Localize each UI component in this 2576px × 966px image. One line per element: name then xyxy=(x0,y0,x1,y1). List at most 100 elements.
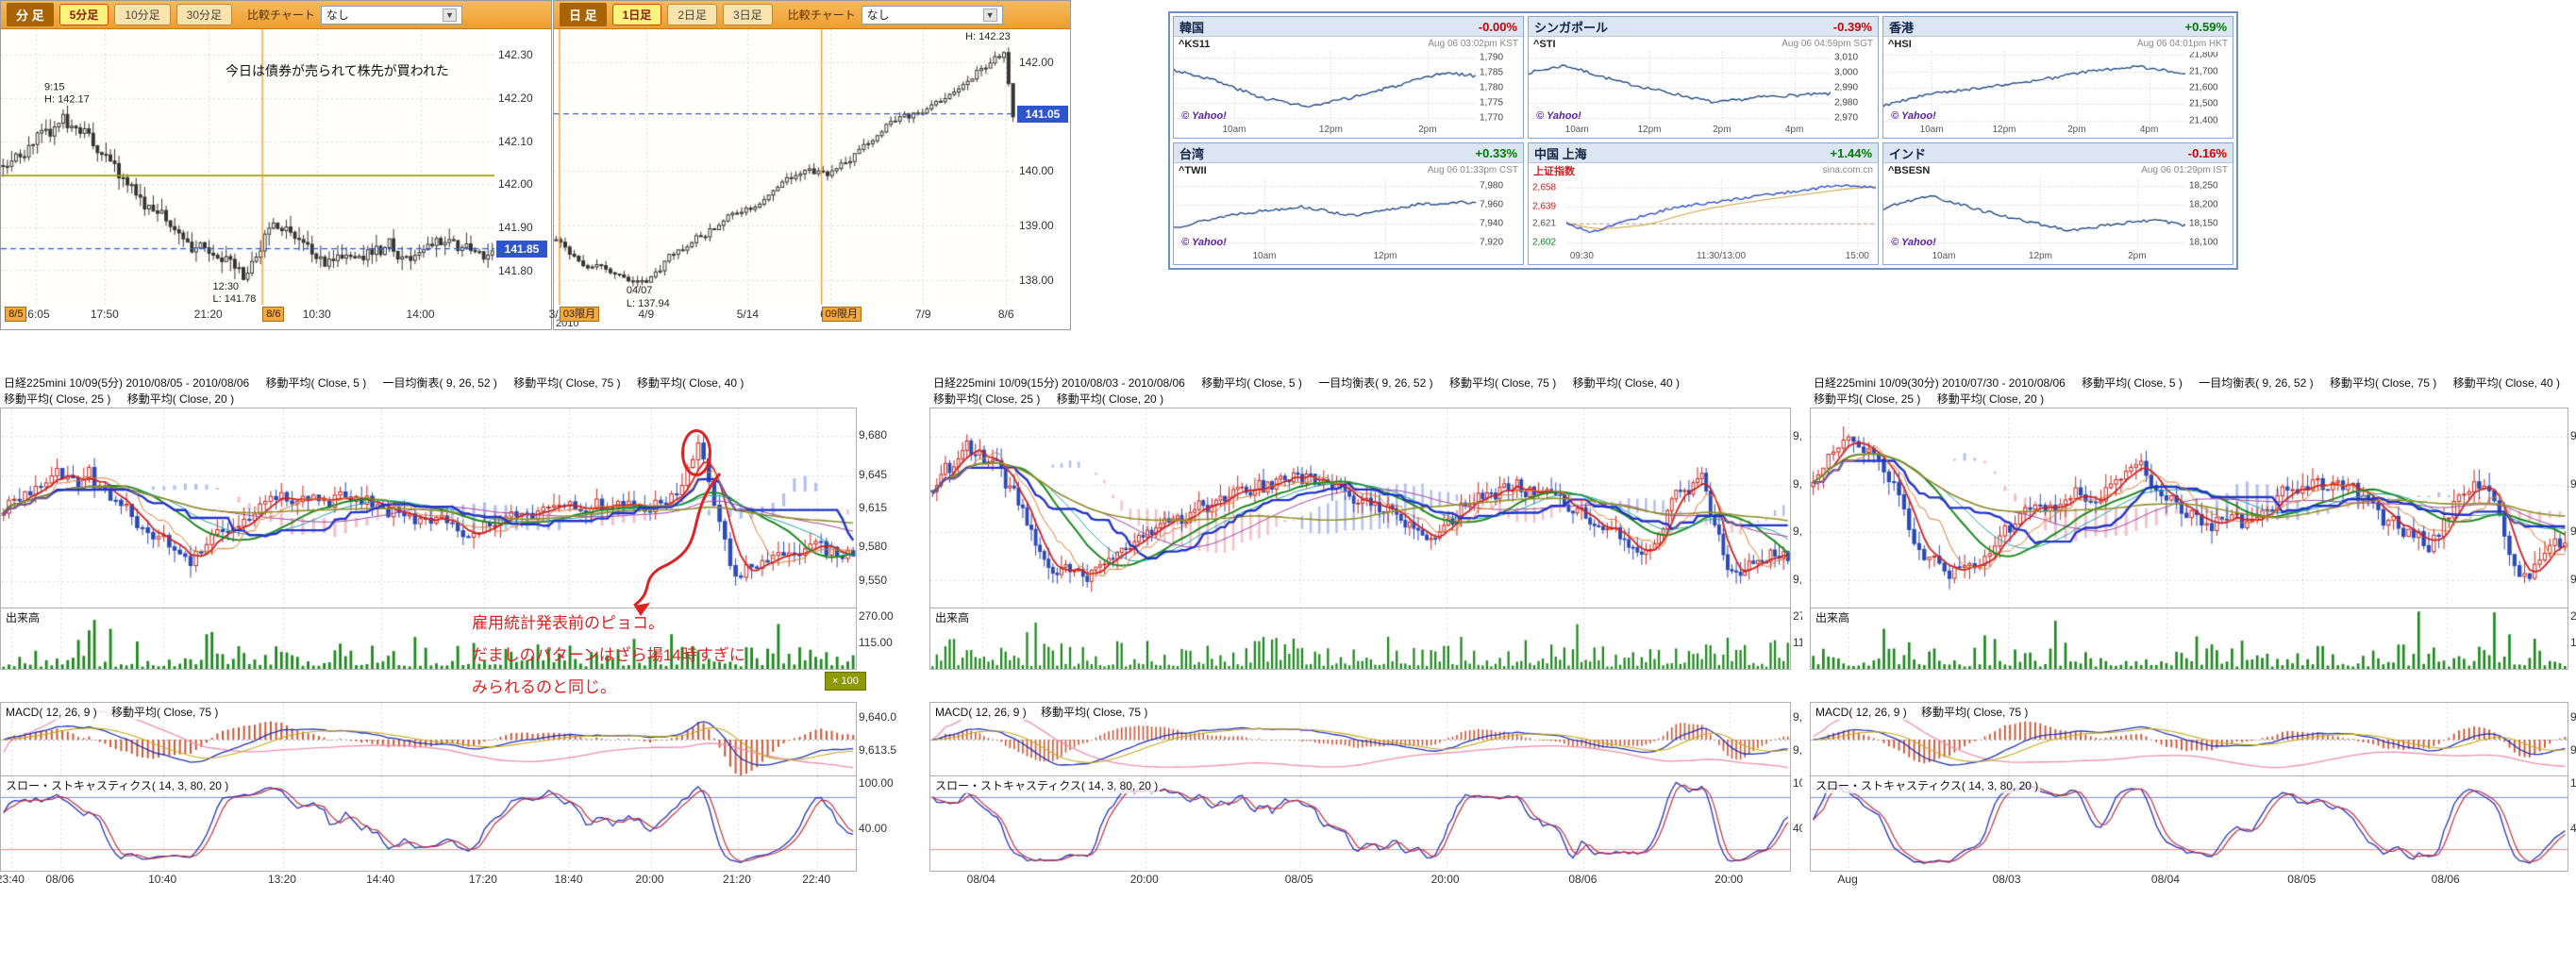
market-name: 香港 xyxy=(1889,18,1914,36)
tab-1day[interactable]: 1日足 xyxy=(612,4,662,25)
window-title: 日 足 xyxy=(560,3,607,26)
low-time: 12:30 xyxy=(213,281,240,292)
annotation-line: みられるのと同じ。 xyxy=(472,672,745,704)
market-change-pct: -0.39% xyxy=(1833,20,1872,34)
candlestick-canvas[interactable] xyxy=(1810,408,2568,609)
y-axis-tick: 7,940 xyxy=(1480,219,1503,229)
x-axis-tick: 11:30/13:00 xyxy=(1697,251,1746,261)
x-axis-tick: 22:40 xyxy=(802,873,830,886)
y-axis-tick: 21,400 xyxy=(2189,115,2218,124)
y-axis-tick: 270.00 xyxy=(2570,609,2576,623)
y-axis-tick: 9,680 xyxy=(859,428,887,441)
x-axis-tick: 21:20 xyxy=(723,873,751,886)
candlestick-canvas[interactable] xyxy=(554,29,1015,305)
annotation-arrow xyxy=(593,466,744,626)
compare-chart-select[interactable]: なし ▼ xyxy=(321,6,462,25)
low-time: 04/07 xyxy=(627,285,653,296)
widget-meta: ^TWII Aug 06 01:33pm CST xyxy=(1174,163,1523,177)
market-symbol: ^BSESN xyxy=(1888,165,1930,176)
x-axis-tick: 09:30 xyxy=(1570,251,1594,261)
widget-y-axis: 21,80021,70021,60021,50021,400 xyxy=(2185,52,2233,124)
y-axis-tick: 9,700 xyxy=(2570,429,2576,442)
market-widget-taiwan[interactable]: 台湾 +0.33% ^TWII Aug 06 01:33pm CST 7,980… xyxy=(1173,142,1524,265)
y-axis-tick: 2,602 xyxy=(1532,237,1556,247)
y-axis-tick: 1,785 xyxy=(1480,68,1503,78)
asian-markets-grid: 韓国 -0.00% ^KS11 Aug 06 03:02pm KST 1,790… xyxy=(1168,11,2238,270)
widget-chart: 18,25018,20018,15018,100 © Yahoo! xyxy=(1883,178,2233,250)
tab-2day[interactable]: 2日足 xyxy=(667,4,717,25)
x-axis-tick: 20:00 xyxy=(1130,873,1159,886)
market-change-pct: +1.44% xyxy=(1831,146,1872,160)
x-axis-tick: 21:20 xyxy=(194,308,223,321)
high-annotation: 9:15 H: 142.17 xyxy=(44,81,90,108)
bond-minute-toolbar: 分 足 5分足 10分足 30分足 比較チャート なし ▼ xyxy=(1,1,551,29)
y-axis-tick: 18,250 xyxy=(2189,181,2218,192)
market-change-pct: +0.59% xyxy=(2185,20,2227,34)
x-axis-tick: 08/04 xyxy=(2151,873,2180,886)
high-time: 9:15 xyxy=(44,81,64,92)
indicator-label: 移動平均( Close, 25 ) xyxy=(1814,392,1920,406)
tab-3day[interactable]: 3日足 xyxy=(723,4,773,25)
market-symbol: ^STI xyxy=(1533,39,1556,50)
tab-10min[interactable]: 10分足 xyxy=(114,4,170,25)
y-axis-tick: 9,650 xyxy=(1793,477,1802,491)
y-axis-tick: 40.00 xyxy=(2570,822,2576,835)
widget-y-axis: 3,0103,0002,9902,9802,970 xyxy=(1831,52,1878,124)
time-axis: 23:4008/0610:4013:2014:4017:2018:4020:00… xyxy=(0,870,855,889)
sparkline-canvas xyxy=(1566,178,1876,250)
widget-header: シンガポール -0.39% xyxy=(1529,17,1878,37)
market-widget-singapore[interactable]: シンガポール -0.39% ^STI Aug 06 04:59pm SGT 3,… xyxy=(1528,16,1879,139)
indicator-label: 移動平均( Close, 40 ) xyxy=(637,376,744,390)
y-axis-tick: 141.80 xyxy=(498,264,533,277)
y-axis-tick: 2,621 xyxy=(1532,219,1556,229)
yahoo-watermark: © Yahoo! xyxy=(1891,237,1936,248)
bond-daily-plot[interactable]: 08/04 H: 142.23 04/07 L: 137.94 xyxy=(554,29,1015,305)
x-axis-tick: 20:00 xyxy=(1715,873,1743,886)
x-axis-tick: 08/06 xyxy=(45,873,74,886)
market-timestamp: Aug 06 03:02pm KST xyxy=(1428,39,1518,49)
annotation-line: だましのパターンはざら場14時すぎに xyxy=(472,640,745,672)
indicator-label: 移動平均( Close, 40 ) xyxy=(1573,376,1680,390)
high-value: H: 142.17 xyxy=(44,94,90,106)
annotation-line: 雇用統計発表前のピョコ。 xyxy=(472,608,745,640)
price-axis: 142.00141.00140.00139.00138.00 xyxy=(1015,29,1072,305)
volume-canvas[interactable] xyxy=(1810,608,2568,670)
annotation-text: 雇用統計発表前のピョコ。 だましのパターンはざら場14時すぎに みられるのと同じ… xyxy=(472,608,745,704)
bond-minute-plot[interactable]: 今日は債券が売られて株先が買われた 9:15 H: 142.17 12:30 L… xyxy=(1,29,494,305)
widget-chart: 7,9807,9607,9407,920 © Yahoo! xyxy=(1174,178,1523,250)
candlestick-canvas[interactable] xyxy=(929,408,1791,609)
tab-30min[interactable]: 30分足 xyxy=(176,4,232,25)
price-axis: 9,7009,6509,6009,550270.00115.009,640.09… xyxy=(2567,375,2576,889)
market-name: 台湾 xyxy=(1179,144,1204,162)
volume-canvas[interactable] xyxy=(929,608,1791,670)
time-axis: 2010 3/114/95/146/117/98/603限月09限月 xyxy=(554,305,1015,329)
compare-chart-select[interactable]: なし ▼ xyxy=(861,6,1003,25)
market-widget-shanghai[interactable]: 中国 上海 +1.44% 上证指数 sina.com.cn 2,6582,639… xyxy=(1528,142,1879,265)
market-widget-india[interactable]: インド -0.16% ^BSESN Aug 06 01:29pm IST 18,… xyxy=(1882,142,2233,265)
widget-y-axis: 7,9807,9607,9407,920 xyxy=(1476,178,1523,250)
y-axis-tick: 141.90 xyxy=(498,221,533,234)
y-axis-tick: 3,010 xyxy=(1834,53,1858,63)
x-axis-tick: 2pm xyxy=(2067,125,2085,135)
y-axis-tick: 21,500 xyxy=(2189,99,2218,109)
market-symbol: ^KS11 xyxy=(1179,39,1210,50)
market-symbol: ^HSI xyxy=(1888,39,1912,50)
y-axis-tick: 2,970 xyxy=(1834,112,1858,123)
indicator-label: 一目均衡表( 9, 26, 52 ) xyxy=(383,376,497,390)
y-axis-tick: 18,200 xyxy=(2189,200,2218,210)
yahoo-watermark: © Yahoo! xyxy=(1181,237,1227,248)
market-widget-hongkong[interactable]: 香港 +0.59% ^HSI Aug 06 04:01pm HKT 21,800… xyxy=(1882,16,2233,139)
y-axis-tick: 21,700 xyxy=(2189,66,2218,76)
y-axis-tick: 2,990 xyxy=(1834,83,1858,93)
tab-5min[interactable]: 5分足 xyxy=(59,4,109,25)
widget-chart: 2,6582,6392,6212,602 xyxy=(1529,178,1878,250)
y-axis-tick: 270.00 xyxy=(1793,609,1802,623)
macd-label-row: MACD( 12, 26, 9 ) 移動平均( Close, 75 ) xyxy=(933,704,1161,720)
y-axis-tick: 138.00 xyxy=(1019,274,1054,287)
y-axis-tick: 142.00 xyxy=(498,177,533,191)
time-axis: 08/0420:0008/0520:0008/0620:00 xyxy=(929,870,1789,889)
y-axis-tick: 9,580 xyxy=(859,540,887,553)
y-axis-tick: 3,000 xyxy=(1834,68,1858,78)
widget-chart: 1,7901,7851,7801,7751,770 © Yahoo! xyxy=(1174,52,1523,124)
market-widget-korea[interactable]: 韓国 -0.00% ^KS11 Aug 06 03:02pm KST 1,790… xyxy=(1173,16,1524,139)
